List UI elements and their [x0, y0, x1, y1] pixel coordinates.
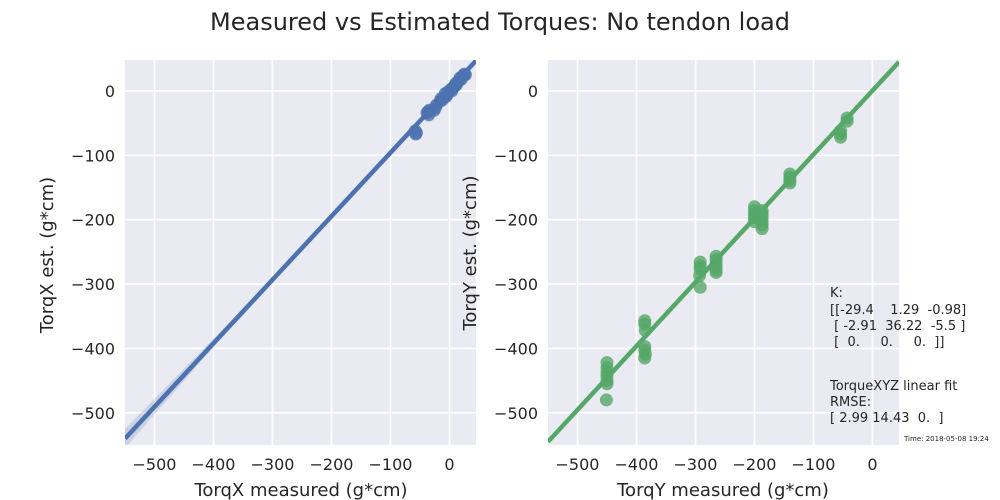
left-y-tick-labels: 0 −100 −200 −300 −400 −500 — [71, 82, 115, 423]
right-regression-line — [548, 60, 899, 444]
x-tick-label: −200 — [732, 455, 776, 474]
right-y-tick-labels: 0 −100 −200 −300 −400 −500 — [494, 82, 538, 423]
data-point — [693, 280, 707, 294]
right-scatter-points — [599, 111, 854, 407]
x-tick-label: −200 — [309, 455, 353, 474]
regression-line — [548, 60, 899, 444]
x-tick-label: −300 — [251, 455, 295, 474]
data-point — [709, 265, 723, 279]
right-x-axis-label: TorqY measured (g*cm) — [616, 480, 829, 500]
confidence-band — [125, 60, 476, 445]
left-y-axis-label: TorqX est. (g*cm) — [37, 177, 58, 334]
x-tick-label: −400 — [615, 455, 659, 474]
left-regression-line — [125, 60, 476, 441]
k-matrix-annotation: K: [[-29.4 1.29 -0.98] [ -2.91 36.22 -5.… — [830, 286, 966, 350]
left-scatter-panel: −500 −400 −300 −200 −100 0 0−100−200−300−400−… — [37, 60, 476, 500]
y-tick-label: −500 — [494, 404, 538, 423]
y-tick-label: −200 — [494, 211, 538, 230]
x-tick-label: −400 — [192, 455, 236, 474]
right-x-tick-labels: −500 −400 −300 −200 −100 0 — [556, 455, 878, 474]
left-x-tick-labels: −500 −400 −300 −200 −100 0 — [133, 455, 455, 474]
y-tick-label: 0 — [105, 82, 115, 101]
fit-rmse-annotation: TorqueXYZ linear fit RMSE: [ 2.99 14.43 … — [829, 379, 957, 426]
left-confidence-band — [125, 60, 476, 445]
k-matrix-line: [ -2.91 36.22 -5.5 ] — [830, 319, 965, 334]
data-point — [599, 393, 613, 407]
y-tick-label: −500 — [71, 404, 115, 423]
y-tick-label: −400 — [71, 339, 115, 358]
left-x-axis-label: TorqX measured (g*cm) — [193, 480, 407, 500]
k-matrix-line: [ 0. 0. 0. ]] — [830, 335, 944, 350]
figure-title: Measured vs Estimated Torques: No tendon… — [210, 8, 790, 36]
y-tick-label: −400 — [494, 339, 538, 358]
y-tick-label: −100 — [71, 146, 115, 165]
k-matrix-line: K: — [830, 286, 843, 301]
x-tick-label: −100 — [791, 455, 835, 474]
right-gridlines — [548, 60, 899, 445]
data-point — [755, 222, 769, 236]
y-tick-label: −300 — [494, 275, 538, 294]
x-tick-label: −500 — [556, 455, 600, 474]
x-tick-label: −500 — [133, 455, 177, 474]
y-tick-label: −300 — [71, 275, 115, 294]
x-tick-label: −300 — [674, 455, 718, 474]
timestamp: Time: 2018-05-08 19:24 — [903, 435, 989, 443]
x-tick-label: 0 — [867, 455, 877, 474]
fit-annotation-line: [ 2.99 14.43 0. ] — [830, 411, 944, 426]
y-tick-label: 0 — [528, 82, 538, 101]
data-point — [638, 351, 652, 365]
right-scatter-panel: −500 −400 −300 −200 −100 0 0−100−200−300−400−… — [460, 60, 899, 500]
x-tick-label: −100 — [368, 455, 412, 474]
y-tick-label: −200 — [71, 211, 115, 230]
right-y-axis-label: TorqY est. (g*cm) — [460, 175, 481, 331]
fit-annotation-line: RMSE: — [830, 395, 871, 410]
fit-annotation-line: TorqueXYZ linear fit — [829, 379, 957, 394]
data-point — [834, 130, 848, 144]
left-gridlines — [125, 60, 476, 445]
x-tick-label: 0 — [444, 455, 454, 474]
k-matrix-line: [[-29.4 1.29 -0.98] — [830, 303, 966, 318]
regression-line — [125, 60, 476, 441]
y-tick-label: −100 — [494, 146, 538, 165]
